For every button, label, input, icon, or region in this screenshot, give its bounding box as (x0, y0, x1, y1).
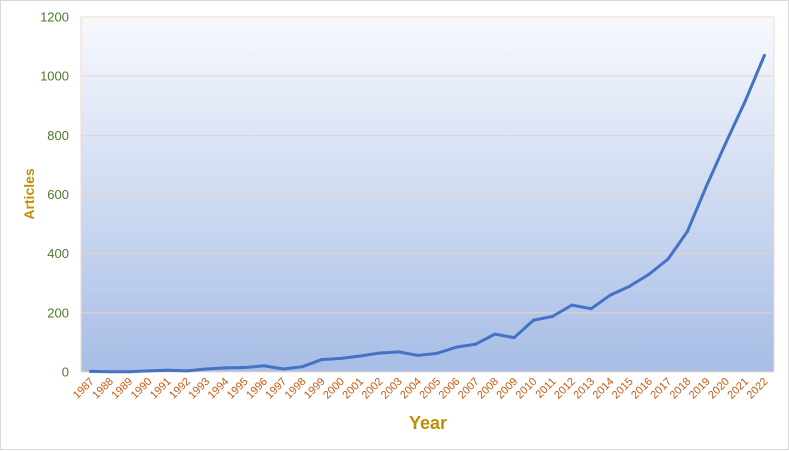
x-tick-label: 1993 (186, 376, 212, 402)
x-tick-label: 1992 (167, 376, 193, 402)
data-point (397, 350, 401, 354)
data-point (146, 369, 150, 373)
series-line (89, 53, 766, 374)
data-point (647, 272, 651, 276)
data-point (743, 99, 747, 103)
data-point (89, 369, 93, 373)
x-tick-label: 2021 (725, 376, 751, 402)
data-point (416, 353, 420, 357)
y-tick-label: 1000 (40, 69, 69, 84)
x-tick-label: 2019 (687, 376, 713, 402)
x-tick-label: 2007 (456, 376, 482, 402)
x-tick-label: 1991 (148, 376, 174, 402)
data-point (320, 358, 324, 362)
data-point (377, 351, 381, 355)
x-tick-label: 1994 (206, 376, 232, 402)
data-point (108, 370, 112, 374)
x-tick-label: 2020 (706, 376, 732, 402)
data-point (531, 318, 535, 322)
x-tick-label: 2000 (321, 376, 347, 402)
x-tick-label: 1998 (283, 376, 309, 402)
x-tick-label: 2001 (340, 376, 366, 402)
data-point (435, 351, 439, 355)
x-tick-label: 2008 (475, 376, 501, 402)
data-point (474, 342, 478, 346)
x-tick-label: 1987 (71, 376, 97, 402)
gridlines (81, 75, 774, 314)
data-point (512, 336, 516, 340)
data-point (243, 366, 247, 370)
x-tick-label: 2009 (494, 376, 520, 402)
x-tick-label: 2017 (648, 376, 674, 402)
x-tick-label: 2016 (629, 376, 655, 402)
x-tick-label: 2013 (571, 376, 597, 402)
x-tick-label: 2002 (360, 376, 386, 402)
x-axis-title: Year (409, 413, 447, 433)
data-point (724, 141, 728, 145)
data-point (185, 369, 189, 373)
data-point (454, 345, 458, 349)
x-tick-label: 2004 (398, 376, 424, 402)
data-point (666, 257, 670, 261)
x-axis-ticks: 1987198819891990199119921993199419951996… (71, 376, 771, 402)
data-point (570, 303, 574, 307)
x-tick-label: 2014 (591, 376, 617, 402)
data-point (300, 365, 304, 369)
data-point (493, 332, 497, 336)
y-tick-label: 800 (47, 128, 69, 143)
x-tick-label: 2018 (668, 376, 694, 402)
x-tick-label: 1995 (225, 376, 251, 402)
data-point (628, 284, 632, 288)
data-point (127, 370, 131, 374)
x-tick-label: 1999 (302, 376, 328, 402)
x-tick-label: 2010 (514, 376, 540, 402)
data-point (204, 367, 208, 371)
series-group (89, 53, 766, 374)
y-axis-ticks: 0 200 400 600 800 1000 1200 (40, 10, 69, 380)
x-tick-label: 1990 (129, 376, 155, 402)
data-point (589, 307, 593, 311)
y-tick-label: 0 (62, 365, 69, 380)
data-point (339, 356, 343, 360)
data-point (262, 364, 266, 368)
x-tick-label: 1997 (263, 376, 289, 402)
data-point (762, 53, 766, 57)
x-tick-label: 2022 (745, 376, 771, 402)
x-tick-label: 1996 (244, 376, 270, 402)
x-tick-label: 1988 (90, 376, 116, 402)
x-tick-label: 2003 (379, 376, 405, 402)
data-point (358, 354, 362, 358)
y-tick-label: 600 (47, 187, 69, 202)
x-tick-label: 2006 (437, 376, 463, 402)
x-tick-label: 2015 (610, 376, 636, 402)
x-tick-label: 2005 (417, 376, 443, 402)
x-tick-label: 2012 (552, 376, 578, 402)
y-tick-label: 400 (47, 246, 69, 261)
data-point (608, 293, 612, 297)
y-tick-label: 200 (47, 305, 69, 320)
data-point (281, 367, 285, 371)
data-point (685, 229, 689, 233)
x-tick-label: 1989 (109, 376, 135, 402)
data-point (223, 366, 227, 370)
data-point (166, 368, 170, 372)
y-axis-title: Articles (21, 168, 37, 220)
data-point (551, 314, 555, 318)
data-point (705, 184, 709, 188)
y-tick-label: 1200 (40, 10, 69, 25)
